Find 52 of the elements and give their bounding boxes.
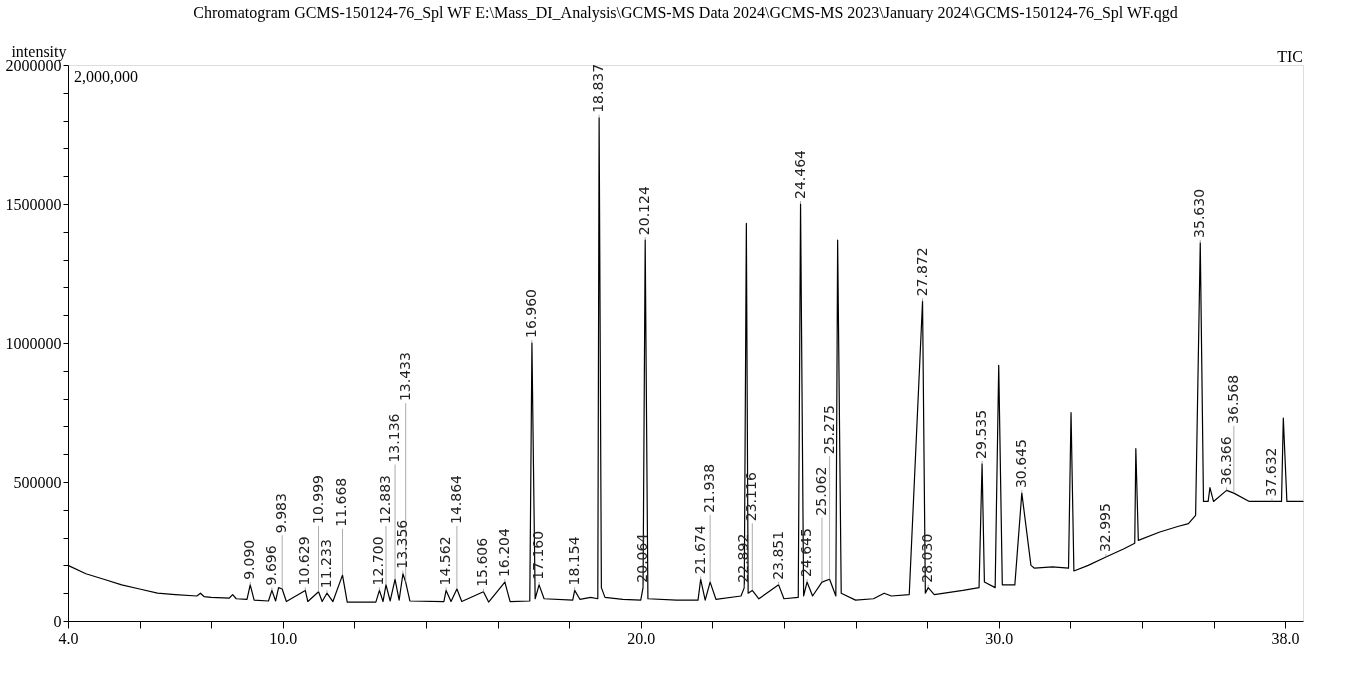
annotation: 11.668 bbox=[333, 477, 350, 527]
annotation: 10.999 bbox=[309, 474, 326, 524]
annotation: 25.062 bbox=[812, 466, 829, 516]
annotation: 22.892 bbox=[735, 533, 752, 583]
annotation: 32.995 bbox=[1096, 503, 1113, 553]
annotation: 16.204 bbox=[495, 528, 512, 578]
annotation: 24.464 bbox=[791, 149, 808, 199]
annotation: 13.433 bbox=[396, 352, 413, 402]
annotation: 29.535 bbox=[973, 409, 990, 459]
annotation: 9.090 bbox=[241, 539, 258, 580]
annotation: 35.630 bbox=[1191, 188, 1208, 238]
annotation: 14.864 bbox=[447, 474, 464, 524]
annotation: 18.154 bbox=[565, 536, 582, 586]
annotation: 23.116 bbox=[743, 472, 760, 522]
annotation: 15.606 bbox=[474, 537, 491, 587]
annotation: 9.696 bbox=[262, 545, 279, 586]
annotation: 36.568 bbox=[1224, 374, 1241, 424]
annotation: 13.136 bbox=[386, 413, 403, 463]
annotation: 9.983 bbox=[273, 493, 290, 534]
annotation: 13.356 bbox=[393, 519, 410, 569]
y-tick-label: 500000 bbox=[13, 473, 62, 491]
annotation: 20.124 bbox=[636, 186, 653, 236]
annotation: 21.674 bbox=[691, 525, 708, 575]
y-tick-label: 1000000 bbox=[5, 334, 62, 352]
annotation: 17.160 bbox=[530, 530, 547, 580]
annotation: 28.030 bbox=[919, 533, 936, 583]
annotation: 30.645 bbox=[1012, 439, 1029, 489]
x-tick-label: 4.0 bbox=[58, 629, 79, 647]
annotation: 18.837 bbox=[590, 63, 607, 113]
annotation: 2,000,000 bbox=[74, 68, 138, 85]
chart-title: Chromatogram GCMS-150124-76_Spl WF E:\Mass_DI_Analysis\GCMS-MS Data 2024\GCMS-MS 2023\January 2024\GCMS-150124-76_Spl WF.qgd bbox=[193, 4, 1178, 22]
annotation: 24.645 bbox=[798, 528, 815, 578]
annotation: 27.872 bbox=[913, 247, 930, 297]
x-tick-label: 20.0 bbox=[627, 629, 656, 647]
annotation: 12.700 bbox=[370, 536, 387, 586]
annotation: 21.938 bbox=[701, 463, 718, 513]
annotation: 10.629 bbox=[296, 536, 313, 586]
annotation: 25.275 bbox=[820, 405, 837, 455]
x-tick-label: 30.0 bbox=[985, 629, 1014, 647]
annotation: 36.366 bbox=[1217, 436, 1234, 486]
annotation: 37.632 bbox=[1262, 447, 1279, 497]
y-tick-label: 1500000 bbox=[5, 195, 62, 213]
annotation: 14.562 bbox=[437, 536, 454, 586]
annotation: 12.883 bbox=[376, 474, 393, 524]
annotation: 16.960 bbox=[522, 289, 539, 338]
x-tick-label: 10.0 bbox=[269, 629, 298, 647]
annotation: 11.233 bbox=[317, 539, 334, 589]
annotation: 23.851 bbox=[769, 530, 786, 580]
text: TIC bbox=[1277, 48, 1303, 65]
annotation: 20.064 bbox=[634, 533, 651, 583]
y-tick-label: 0 bbox=[53, 612, 62, 630]
x-tick-label: 38.0 bbox=[1271, 629, 1300, 647]
